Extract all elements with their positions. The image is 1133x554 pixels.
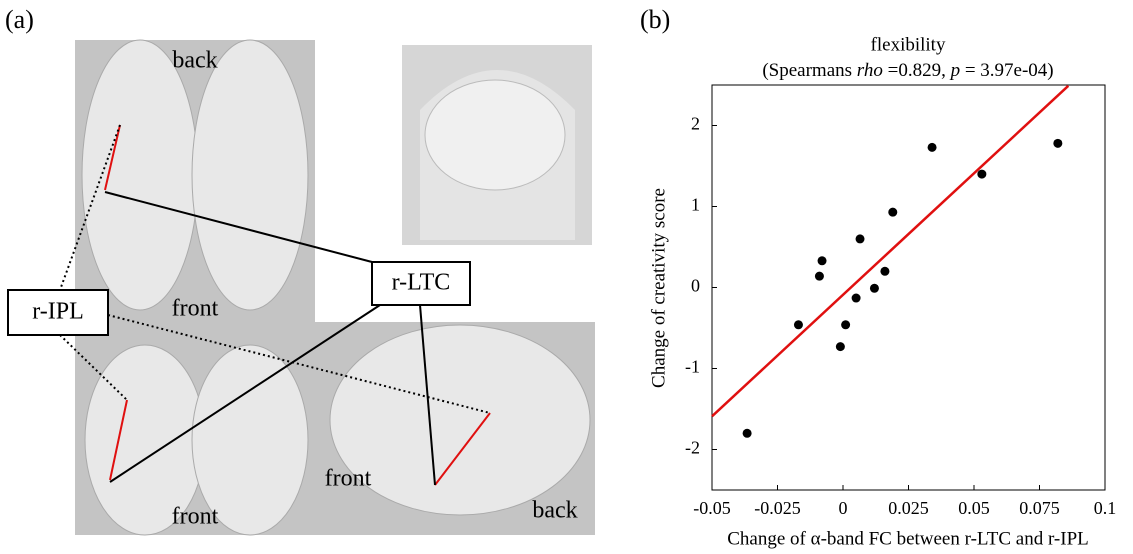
orientation-label: back xyxy=(172,48,217,74)
x-axis-label: Change of α-band FC between r-LTC and r-… xyxy=(727,528,1089,549)
x-tick-label: 0 xyxy=(839,498,848,518)
data-point xyxy=(880,267,889,276)
brain-hemisphere xyxy=(192,40,308,310)
data-point xyxy=(888,208,897,217)
y-axis-label: Change of creativity score xyxy=(648,188,669,388)
data-point xyxy=(743,429,752,438)
data-point xyxy=(836,342,845,351)
data-point xyxy=(1053,139,1062,148)
data-point xyxy=(928,143,937,152)
x-tick-label: 0.1 xyxy=(1094,498,1117,518)
orientation-label: front xyxy=(325,466,372,492)
y-tick-label: -1 xyxy=(685,357,700,377)
panel-label: (b) xyxy=(640,5,670,34)
y-tick-label: 1 xyxy=(691,195,700,215)
x-tick-label: -0.025 xyxy=(754,498,801,518)
data-point xyxy=(815,272,824,281)
data-point xyxy=(818,256,827,265)
x-tick-label: 0.075 xyxy=(1019,498,1060,518)
x-tick-label: -0.05 xyxy=(693,498,731,518)
chart-title: flexibility xyxy=(871,34,946,55)
data-point xyxy=(977,170,986,179)
y-tick-label: 0 xyxy=(691,276,700,296)
panel-b: (b) flexibility (Spearmans rho =0.829, p… xyxy=(640,5,1116,549)
data-point xyxy=(856,234,865,243)
y-tick-label: 2 xyxy=(691,114,700,134)
data-point xyxy=(794,320,803,329)
orientation-label: front xyxy=(172,504,219,530)
brain-hemisphere xyxy=(82,40,198,310)
region-label: r-IPL xyxy=(32,299,84,325)
inset-brain xyxy=(425,80,565,190)
region-label: r-LTC xyxy=(392,270,451,296)
x-tick-label: 0.05 xyxy=(958,498,990,518)
panel-label: (a) xyxy=(5,5,34,34)
fit-line xyxy=(712,86,1068,416)
figure: r-IPL r-LTC (a) back front front front b… xyxy=(0,0,1133,554)
data-point xyxy=(841,320,850,329)
panel-a: r-IPL r-LTC (a) back front front front b… xyxy=(5,5,595,535)
data-point xyxy=(870,284,879,293)
orientation-label: front xyxy=(172,296,219,322)
orientation-label: back xyxy=(532,498,577,524)
plot-area xyxy=(712,85,1105,490)
chart-subtitle: (Spearmans rho =0.829, p = 3.97e-04) xyxy=(762,60,1053,81)
data-point xyxy=(852,294,861,303)
y-tick-label: -2 xyxy=(685,438,700,458)
x-tick-label: 0.025 xyxy=(888,498,929,518)
